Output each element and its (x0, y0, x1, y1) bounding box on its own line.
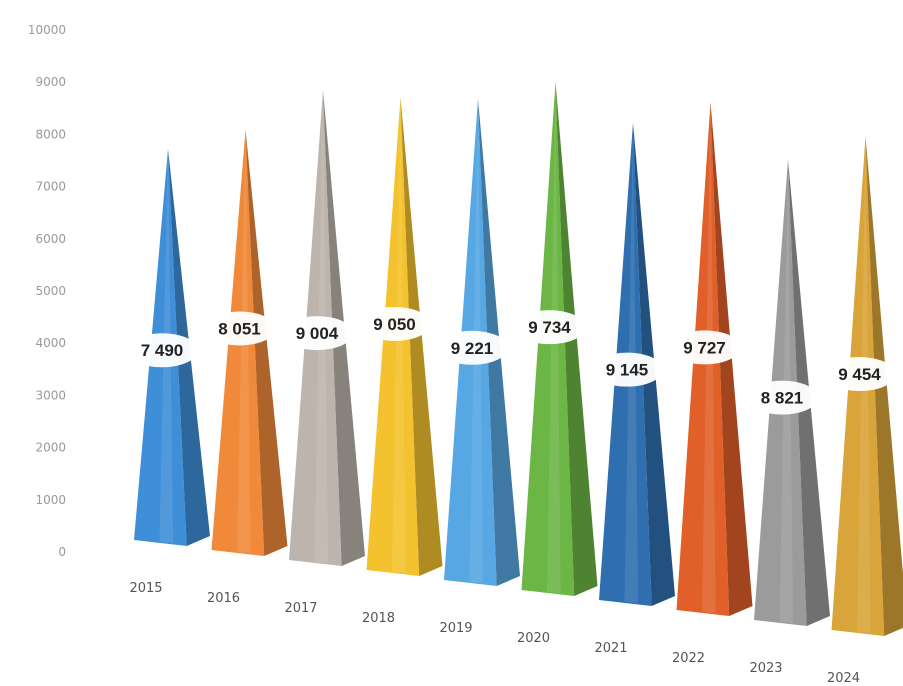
data-label-bubble (513, 310, 586, 345)
data-label-bubble (203, 311, 276, 346)
data-label-text: 9 050 (373, 315, 416, 334)
data-label: 9 454 (823, 357, 896, 392)
data-label-text: 8 821 (761, 389, 804, 408)
y-tick-label: 4000 (35, 336, 66, 350)
x-category-label: 2024 (827, 671, 860, 686)
data-label-bubble (358, 306, 431, 341)
data-label-text: 9 454 (838, 365, 881, 384)
y-tick-label: 5000 (35, 284, 66, 298)
y-tick-label: 6000 (35, 232, 66, 246)
data-label: 9 050 (358, 306, 431, 341)
x-axis: 2015 2016 2017 2018 2019 2020 2021 2022 2023 2024 (129, 581, 860, 686)
bars (134, 81, 903, 636)
data-label: 9 004 (281, 316, 353, 351)
data-labels: 7 490 8 051 9 004 9 050 9 221 9 734 9 145 9 727… (126, 306, 896, 415)
x-category-label: 2022 (672, 651, 705, 666)
x-category-label: 2016 (207, 591, 240, 606)
x-category-label: 2023 (749, 661, 782, 676)
data-label-text: 9 221 (451, 339, 494, 358)
y-tick-label: 7000 (35, 180, 66, 194)
data-label-bubble (823, 357, 896, 392)
x-category-label: 2019 (439, 621, 472, 636)
y-axis: 0 1000 2000 3000 4000 5000 6000 7000 8000 9000 100… (28, 23, 66, 559)
data-label-text: 8 051 (218, 319, 261, 338)
data-label-text: 9 734 (528, 318, 571, 337)
data-label-text: 7 490 (141, 341, 184, 360)
data-label-text: 9 727 (683, 338, 726, 357)
x-category-label: 2021 (594, 641, 627, 656)
bar-side-face (555, 81, 598, 597)
x-category-label: 2017 (284, 601, 317, 616)
y-tick-label: 2000 (35, 441, 66, 455)
data-label: 8 051 (203, 311, 276, 346)
y-tick-label: 8000 (35, 127, 66, 141)
bar-side-face (710, 102, 753, 616)
y-tick-label: 1000 (35, 493, 66, 507)
x-category-label: 2015 (129, 581, 162, 596)
data-label-bubble (591, 352, 663, 387)
data-label: 7 490 (126, 333, 198, 368)
bar-side-face (400, 97, 443, 576)
y-tick-label: 9000 (35, 75, 66, 89)
y-tick-label: 3000 (35, 388, 66, 402)
data-label: 9 734 (513, 310, 586, 345)
data-label-text: 9 004 (296, 324, 339, 343)
x-category-label: 2018 (362, 611, 395, 626)
data-label-bubble (281, 316, 353, 351)
data-label-text: 9 145 (606, 361, 649, 380)
data-label: 9 727 (668, 330, 741, 365)
y-tick-label: 0 (58, 545, 66, 559)
data-label-bubble (436, 330, 508, 365)
x-category-label: 2020 (517, 631, 550, 646)
data-label: 9 221 (436, 330, 508, 365)
data-label: 9 145 (591, 352, 663, 387)
data-label: 8 821 (746, 380, 818, 415)
data-label-bubble (668, 330, 741, 365)
y-tick-label: 10000 (28, 23, 66, 37)
data-label-bubble (126, 333, 198, 368)
data-label-bubble (746, 380, 818, 415)
bar-side-face (245, 129, 288, 556)
